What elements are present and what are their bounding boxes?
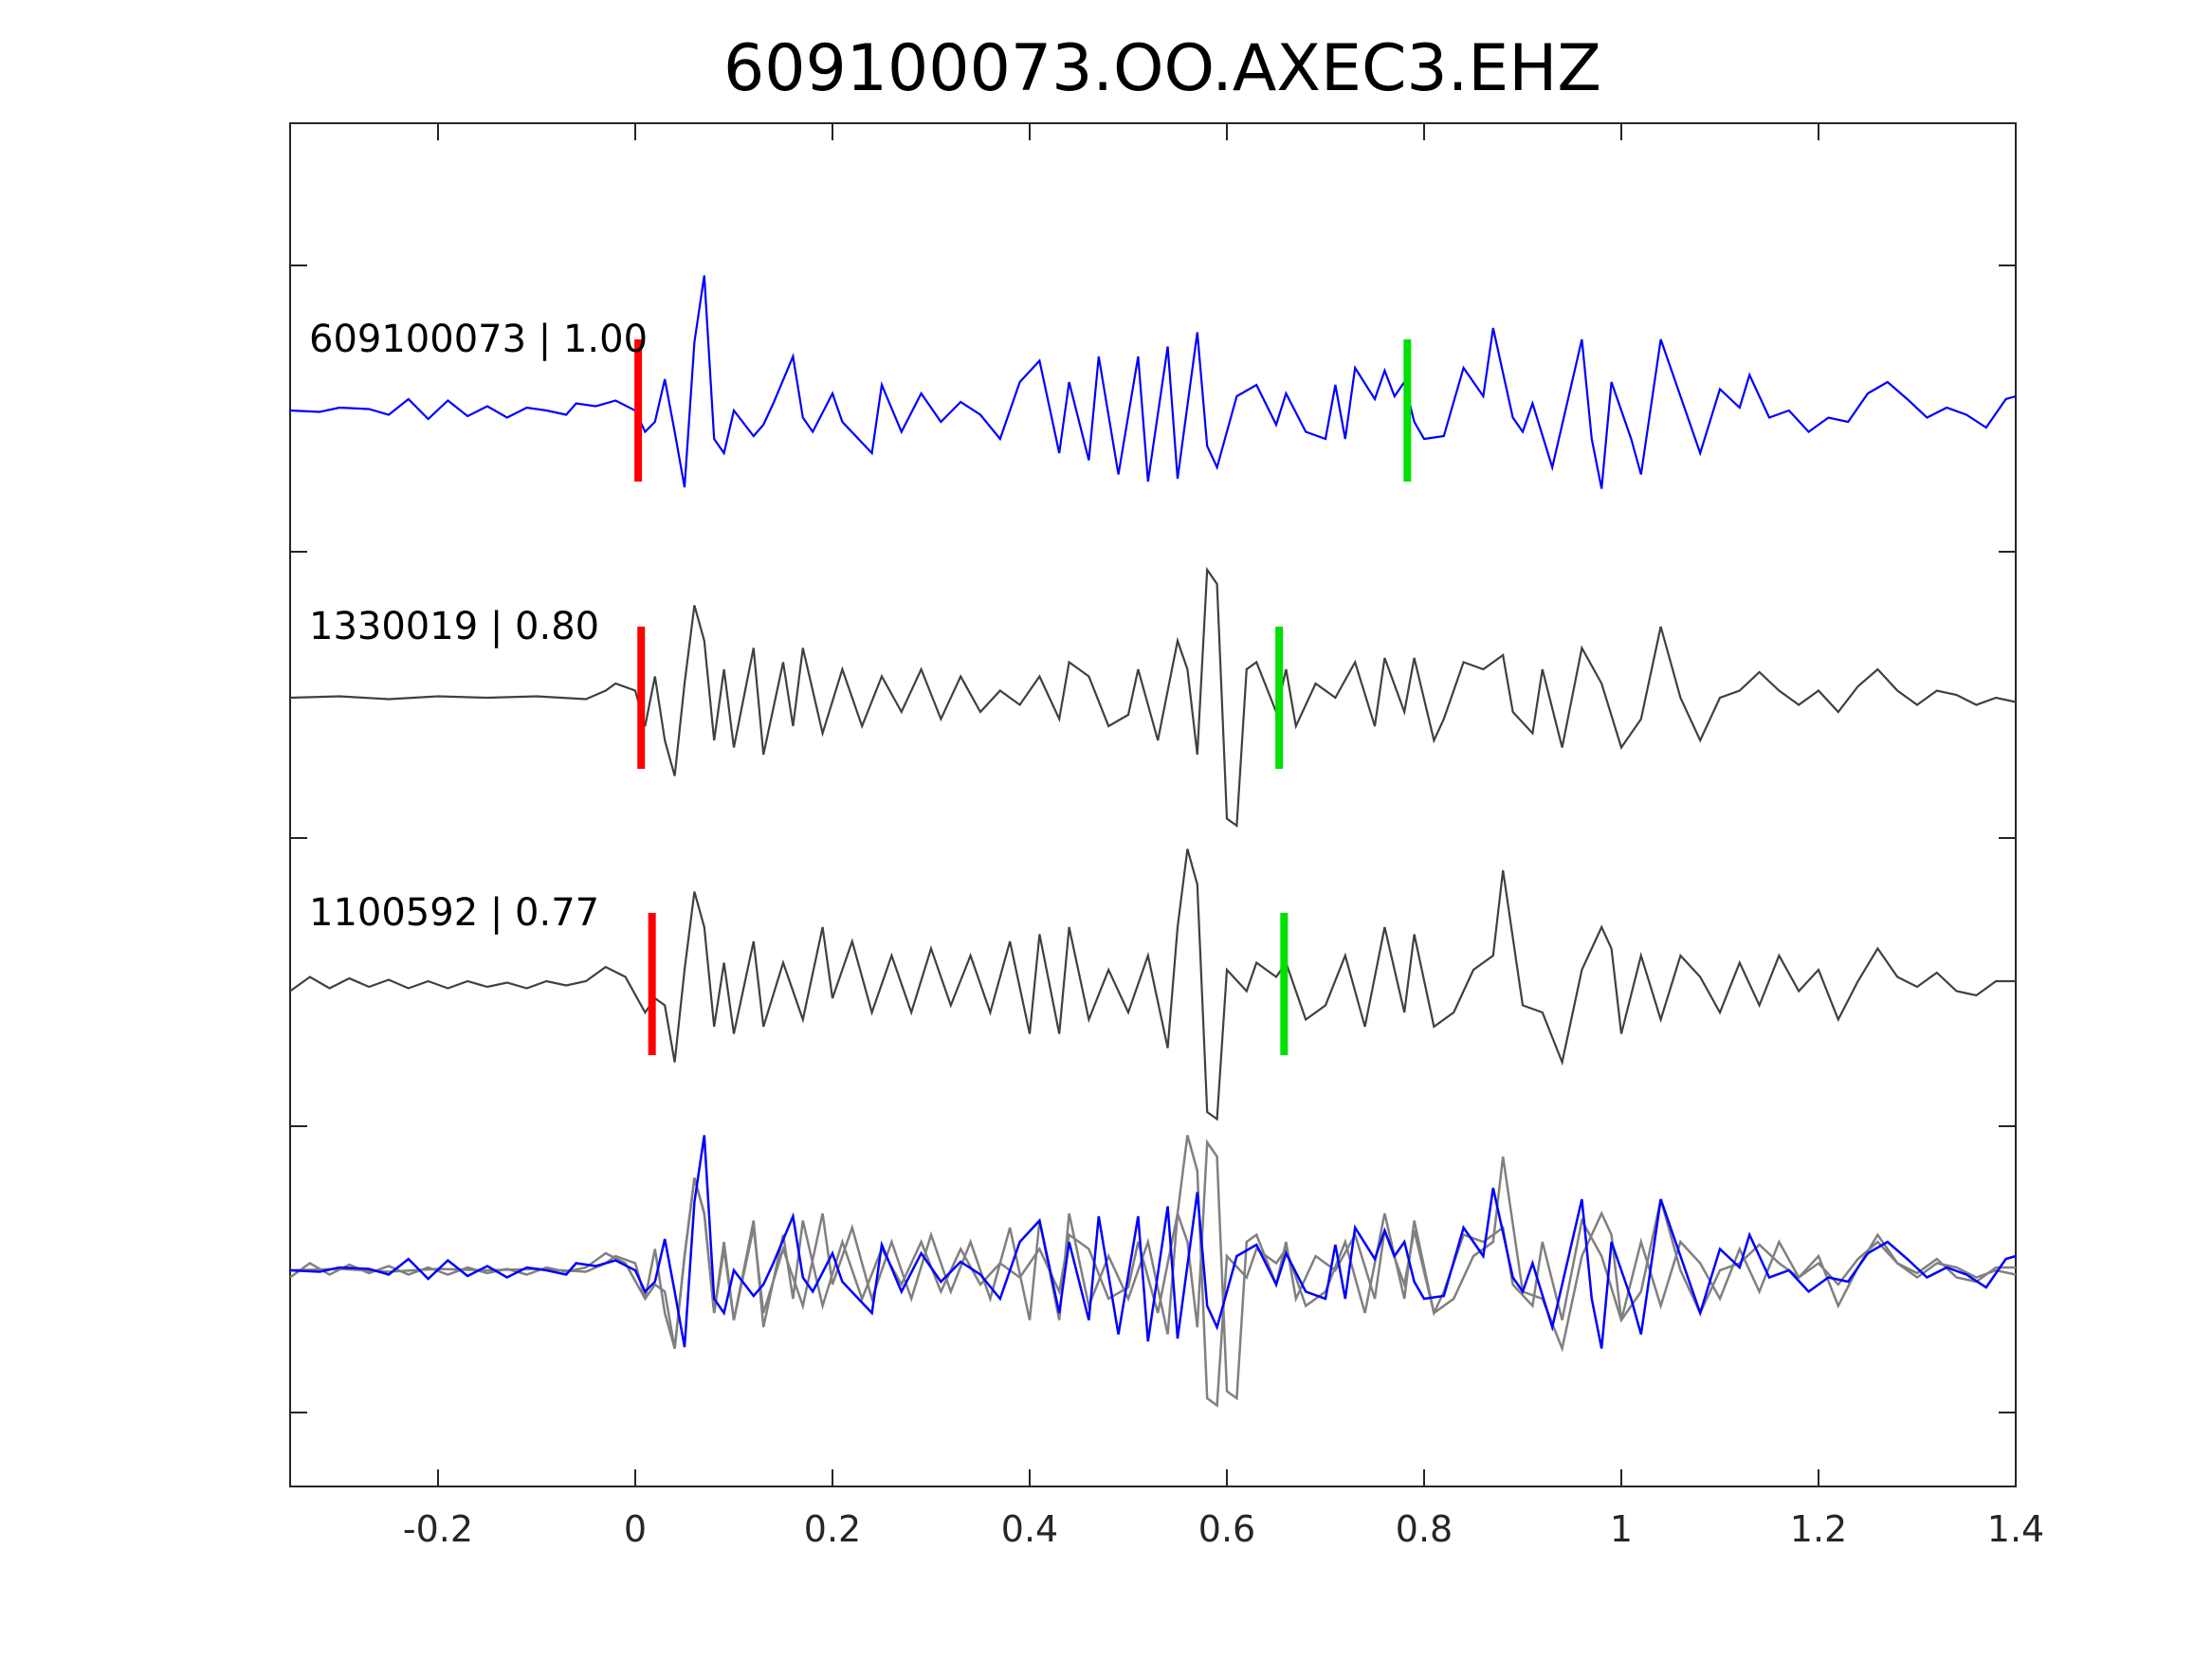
x-tick-label: 1.2 (1790, 1508, 1847, 1550)
axes-box (289, 122, 2017, 1487)
x-tick-label: 0 (624, 1508, 647, 1550)
overlay-template-trace (289, 1135, 2016, 1408)
x-tick-label: 0.8 (1396, 1508, 1453, 1550)
trace-label: 1100592 | 0.77 (309, 891, 599, 935)
overlay-main-trace (289, 1135, 2017, 1349)
x-tick-labels: -0.2 0 0.2 0.4 0.6 0.8 1 1.2 1.4 (403, 1508, 2044, 1550)
traces-group (289, 275, 2017, 1408)
trace-label: 1330019 | 0.80 (309, 605, 599, 648)
trace-line-1 (289, 275, 2017, 489)
x-tick-label: 1.4 (1987, 1508, 2044, 1550)
trace-line-2 (289, 566, 2017, 829)
x-tick-label: 1 (1610, 1508, 1633, 1550)
x-tick-label: 0.2 (804, 1508, 861, 1550)
trace-label: 609100073 | 1.00 (309, 318, 648, 361)
chart-title: 609100073.OO.AXEC3.EHZ (723, 31, 1601, 106)
x-tick-label: 0.6 (1198, 1508, 1255, 1550)
trace-line-3 (289, 848, 2016, 1121)
x-tick-label: -0.2 (403, 1508, 473, 1550)
axes (289, 122, 2017, 1487)
picks-group (634, 339, 1412, 1055)
trace-labels-group: 609100073 | 1.00 1330019 | 0.80 1100592 | … (309, 318, 648, 935)
x-tick-label: 0.4 (1001, 1508, 1058, 1550)
